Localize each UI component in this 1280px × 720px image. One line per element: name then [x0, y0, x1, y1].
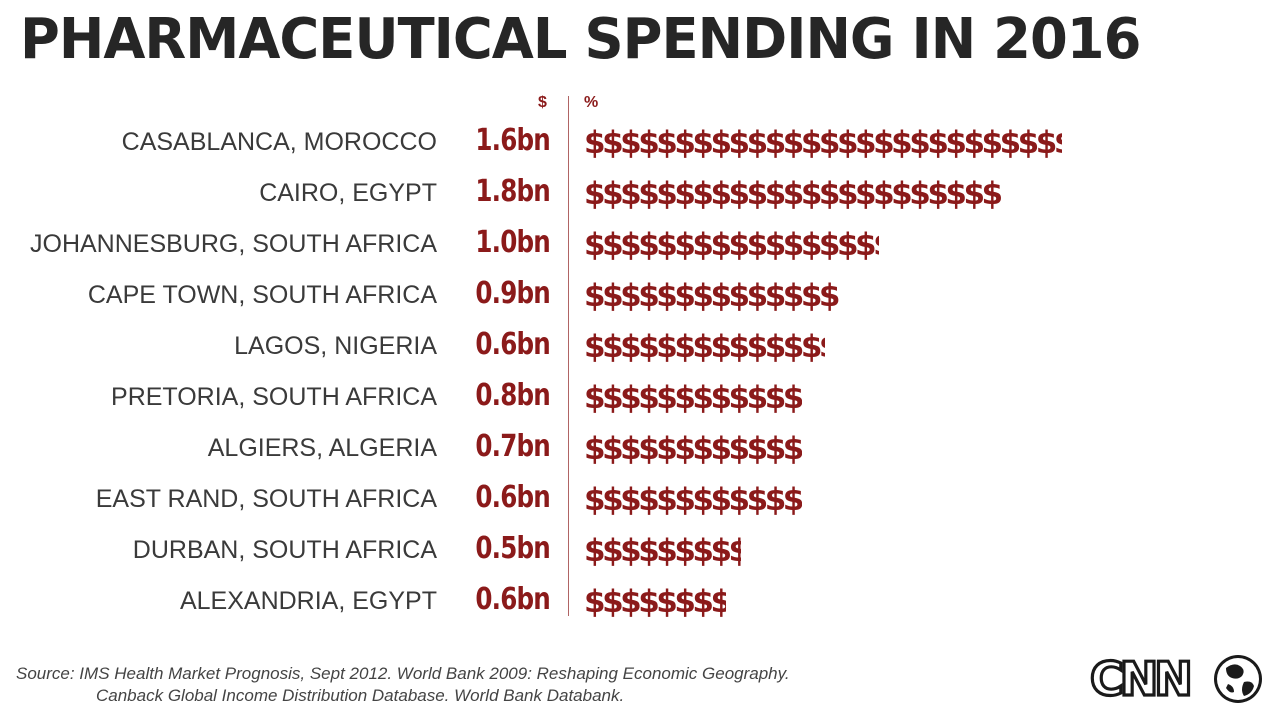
value-label: 1.6bn	[475, 123, 550, 158]
chart-row: LAGOS, NIGERIA 0.6bn $$$$$$$$$$$$$$$$$	[0, 321, 1280, 371]
value-label: 0.8bn	[475, 378, 550, 413]
chart-row: JOHANNESBURG, SOUTH AFRICA 1.0bn $$$$$$$$$…	[0, 219, 1280, 269]
source-line-2: Canback Global Income Distribution Datab…	[96, 686, 625, 705]
category-label: JOHANNESBURG, SOUTH AFRICA	[30, 230, 437, 258]
symbol-bar: $$$$$$$$$$$$$$$	[584, 380, 802, 416]
chart-row: CAPE TOWN, SOUTH AFRICA 0.9bn $$$$$$$$$$$$…	[0, 270, 1280, 320]
value-label: 0.7bn	[475, 429, 550, 464]
category-label: CASABLANCA, MOROCCO	[121, 128, 437, 156]
value-column-header: $	[538, 94, 547, 111]
chart-row: CAIRO, EGYPT 1.8bn $$$$$$$$$$$$$$$$$$$$$$$…	[0, 168, 1280, 218]
value-label: 0.6bn	[475, 582, 550, 617]
symbol-bar: $$$$$$$$$$$$$$$$$$$$	[584, 227, 879, 263]
symbol-bar: $$$$$$$$$$$$$$$$$	[584, 329, 825, 365]
symbol-bar: $$$$$$$$$$$$$$$$$$	[584, 278, 839, 314]
value-label: 0.6bn	[475, 480, 550, 515]
value-label: 1.0bn	[475, 225, 550, 260]
chart-row: PRETORIA, SOUTH AFRICA 0.8bn $$$$$$$$$$$$$…	[0, 372, 1280, 422]
percent-column-header: %	[584, 94, 599, 111]
symbol-bar: $$$$$$$$$$$$$$$	[584, 431, 802, 467]
chart-row: ALEXANDRIA, EGYPT 0.6bn $$$$$$$$$$	[0, 576, 1280, 626]
symbol-bar: $$$$$$$$$$$$$$$	[584, 482, 802, 518]
category-label: LAGOS, NIGERIA	[234, 332, 437, 360]
symbol-bar: $$$$$$$$$$	[584, 584, 726, 620]
category-label: CAPE TOWN, SOUTH AFRICA	[87, 281, 437, 309]
source-line-1: Source: IMS Health Market Prognosis, Sep…	[16, 664, 790, 683]
category-label: ALGIERS, ALGERIA	[207, 434, 437, 462]
chart-row: ALGIERS, ALGERIA 0.7bn $$$$$$$$$$$$$$$	[0, 423, 1280, 473]
cnn-logo-text: CNN	[1090, 652, 1189, 706]
category-label: DURBAN, SOUTH AFRICA	[132, 536, 437, 564]
category-label: PRETORIA, SOUTH AFRICA	[111, 383, 437, 411]
value-label: 0.5bn	[475, 531, 550, 566]
chart-row: DURBAN, SOUTH AFRICA 0.5bn $$$$$$$$$$$	[0, 525, 1280, 575]
source-note: Source: IMS Health Market Prognosis, Sep…	[16, 663, 790, 707]
value-label: 0.6bn	[475, 327, 550, 362]
category-label: CAIRO, EGYPT	[259, 179, 437, 207]
globe-icon	[1214, 655, 1262, 703]
category-label: ALEXANDRIA, EGYPT	[179, 587, 437, 615]
category-label: EAST RAND, SOUTH AFRICA	[95, 485, 437, 513]
value-label: 1.8bn	[475, 174, 550, 209]
value-label: 0.9bn	[475, 276, 550, 311]
symbol-bar: $$$$$$$$$$$	[584, 533, 741, 569]
symbol-bar: $$$$$$$$$$$$$$$$$$$$$$$$$$$$	[584, 176, 1001, 212]
chart-row: EAST RAND, SOUTH AFRICA 0.6bn $$$$$$$$$$$$…	[0, 474, 1280, 524]
chart-row: CASABLANCA, MOROCCO 1.6bn $$$$$$$$$$$$$$$$…	[0, 117, 1280, 167]
symbol-bar: $$$$$$$$$$$$$$$$$$$$$$$$$$$$$$$$	[584, 125, 1062, 161]
cnn-logo: CNN	[1088, 650, 1262, 708]
column-divider	[568, 96, 569, 616]
chart-title: PHARMACEUTICAL SPENDING IN 2016	[20, 7, 1141, 72]
